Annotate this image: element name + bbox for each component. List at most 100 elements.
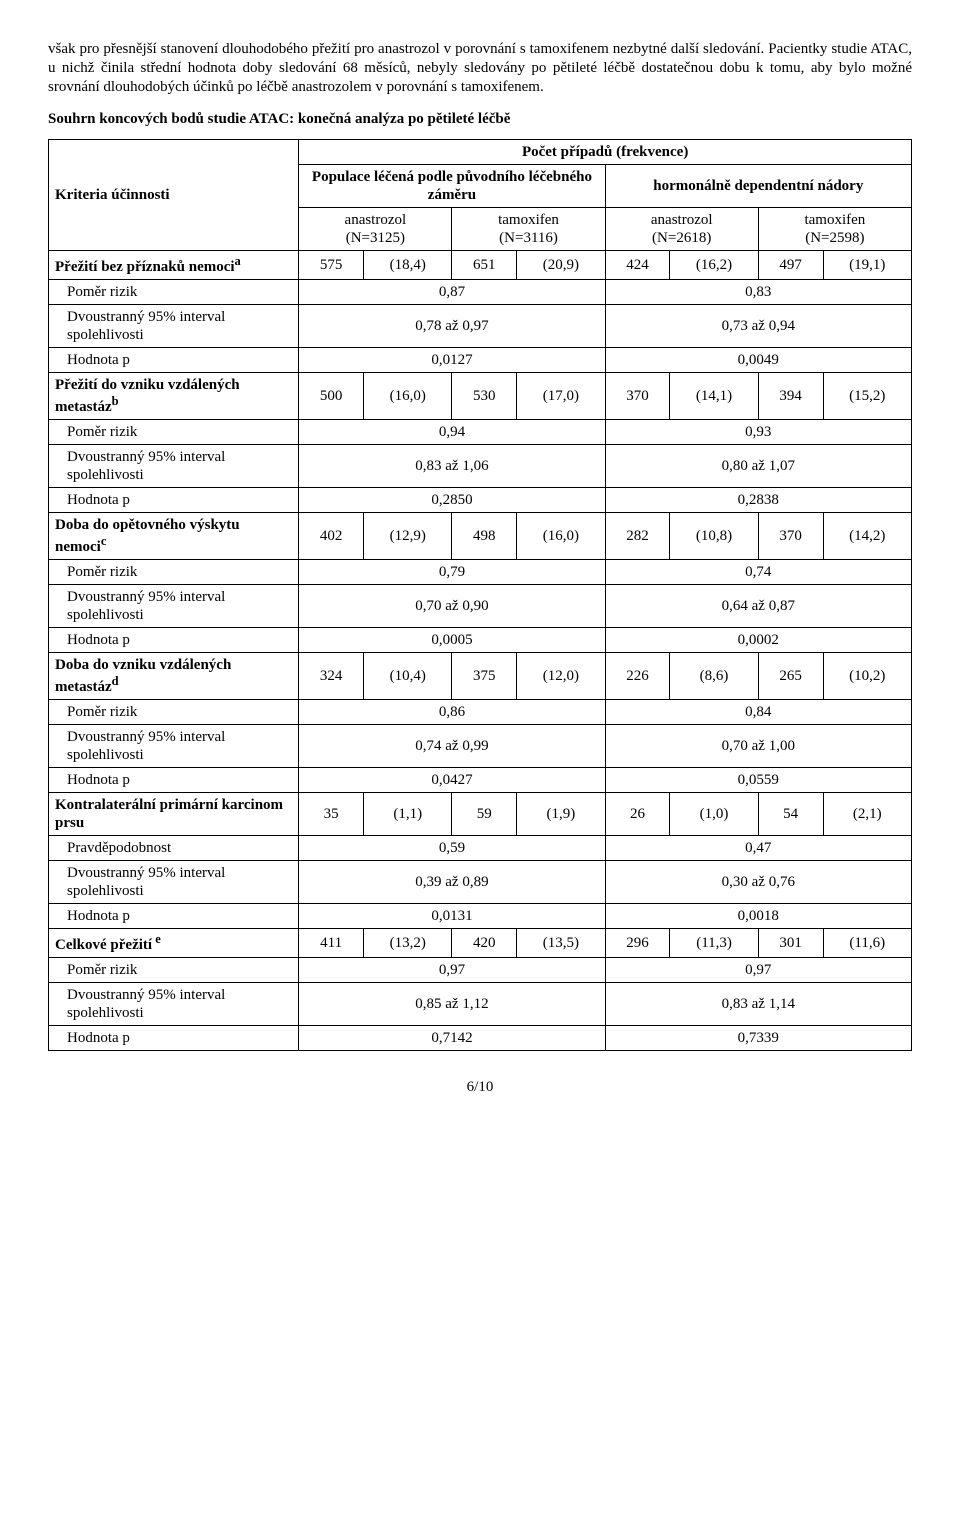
data-cell: 530 [452,373,517,420]
ratio-itt: 0,59 [299,836,605,861]
data-cell: (17,0) [517,373,605,420]
data-cell: (11,3) [670,929,758,958]
p-hr: 0,0049 [605,348,911,373]
endpoint-label: Kontralaterální primární karcinom prsu [49,793,299,836]
ratio-hr: 0,97 [605,958,911,983]
data-cell: 370 [758,513,823,560]
p-hr: 0,0559 [605,768,911,793]
data-cell: 282 [605,513,670,560]
data-cell: 54 [758,793,823,836]
table-row: Celkové přežití e411(13,2)420(13,5)296(1… [49,929,912,958]
p-itt: 0,0427 [299,768,605,793]
data-cell: (10,4) [363,653,451,700]
p-label: Hodnota p [49,488,299,513]
table-row: Dvoustranný 95% interval spolehlivosti0,… [49,725,912,768]
table-row: Poměr rizik0,940,93 [49,420,912,445]
data-cell: 35 [299,793,364,836]
data-cell: 402 [299,513,364,560]
data-cell: (13,5) [517,929,605,958]
p-hr: 0,0002 [605,628,911,653]
header-hr-tumors: hormonálně dependentní nádory [605,165,911,208]
data-cell: 420 [452,929,517,958]
ci-label: Dvoustranný 95% interval spolehlivosti [49,445,299,488]
data-cell: 394 [758,373,823,420]
endpoint-label: Přežití bez příznaků nemocia [49,251,299,280]
header-arm-3: anastrozol(N=2618) [605,208,758,251]
table-row: Pravděpodobnost0,590,47 [49,836,912,861]
data-cell: (10,2) [823,653,912,700]
table-row: Hodnota p0,01310,0018 [49,904,912,929]
table-row: Dvoustranný 95% interval spolehlivosti0,… [49,445,912,488]
table-row: Poměr rizik0,790,74 [49,560,912,585]
ratio-itt: 0,79 [299,560,605,585]
header-cases: Počet případů (frekvence) [299,140,912,165]
table-row: Dvoustranný 95% interval spolehlivosti0,… [49,983,912,1026]
table-row: Poměr rizik0,860,84 [49,700,912,725]
table-row: Hodnota p0,04270,0559 [49,768,912,793]
endpoint-label: Doba do opětovného výskytu nemocic [49,513,299,560]
ci-hr: 0,83 až 1,14 [605,983,911,1026]
ci-hr: 0,64 až 0,87 [605,585,911,628]
p-hr: 0,0018 [605,904,911,929]
table-row: Poměr rizik0,970,97 [49,958,912,983]
data-cell: (13,2) [363,929,451,958]
data-cell: 651 [452,251,517,280]
ci-label: Dvoustranný 95% interval spolehlivosti [49,725,299,768]
p-itt: 0,0005 [299,628,605,653]
data-cell: (11,6) [823,929,912,958]
p-hr: 0,7339 [605,1026,911,1051]
header-criteria: Kriteria účinnosti [49,140,299,251]
page-number: 6/10 [48,1079,912,1096]
table-row: Kontralaterální primární karcinom prsu35… [49,793,912,836]
ci-label: Dvoustranný 95% interval spolehlivosti [49,585,299,628]
ci-itt: 0,85 až 1,12 [299,983,605,1026]
table-row: Dvoustranný 95% interval spolehlivosti0,… [49,305,912,348]
endpoint-label: Přežití do vzniku vzdálených metastázb [49,373,299,420]
data-cell: (14,2) [823,513,912,560]
ci-hr: 0,80 až 1,07 [605,445,911,488]
ci-itt: 0,78 až 0,97 [299,305,605,348]
ratio-hr: 0,93 [605,420,911,445]
table-row: Dvoustranný 95% interval spolehlivosti0,… [49,861,912,904]
data-cell: (12,0) [517,653,605,700]
ci-itt: 0,74 až 0,99 [299,725,605,768]
endpoint-label: Doba do vzniku vzdálených metastázd [49,653,299,700]
data-cell: (14,1) [670,373,758,420]
data-cell: (16,0) [363,373,451,420]
data-cell: 411 [299,929,364,958]
ratio-label: Poměr rizik [49,700,299,725]
ci-itt: 0,83 až 1,06 [299,445,605,488]
table-row: Hodnota p0,28500,2838 [49,488,912,513]
ratio-hr: 0,74 [605,560,911,585]
data-cell: 324 [299,653,364,700]
ratio-hr: 0,83 [605,280,911,305]
atac-endpoints-table: Kriteria účinnosti Počet případů (frekve… [48,139,912,1051]
table-row: Přežití bez příznaků nemocia575(18,4)651… [49,251,912,280]
ratio-itt: 0,94 [299,420,605,445]
data-cell: 265 [758,653,823,700]
data-cell: 500 [299,373,364,420]
p-label: Hodnota p [49,904,299,929]
ratio-itt: 0,87 [299,280,605,305]
header-itt: Populace léčená podle původního léčebnéh… [299,165,605,208]
table-title: Souhrn koncových bodů studie ATAC: koneč… [48,110,912,129]
table-row: Přežití do vzniku vzdálených metastázb50… [49,373,912,420]
table-row: Dvoustranný 95% interval spolehlivosti 0,… [49,585,912,628]
ratio-itt: 0,97 [299,958,605,983]
data-cell: 370 [605,373,670,420]
ci-label: Dvoustranný 95% interval spolehlivosti [49,861,299,904]
ratio-label: Poměr rizik [49,420,299,445]
ratio-label: Poměr rizik [49,280,299,305]
p-label: Hodnota p [49,348,299,373]
data-cell: 424 [605,251,670,280]
data-cell: (10,8) [670,513,758,560]
table-row: Hodnota p0,00050,0002 [49,628,912,653]
ratio-label: Poměr rizik [49,958,299,983]
data-cell: (8,6) [670,653,758,700]
p-itt: 0,7142 [299,1026,605,1051]
ratio-hr: 0,84 [605,700,911,725]
table-row: Hodnota p0,01270,0049 [49,348,912,373]
data-cell: (18,4) [363,251,451,280]
ci-hr: 0,73 až 0,94 [605,305,911,348]
data-cell: 226 [605,653,670,700]
